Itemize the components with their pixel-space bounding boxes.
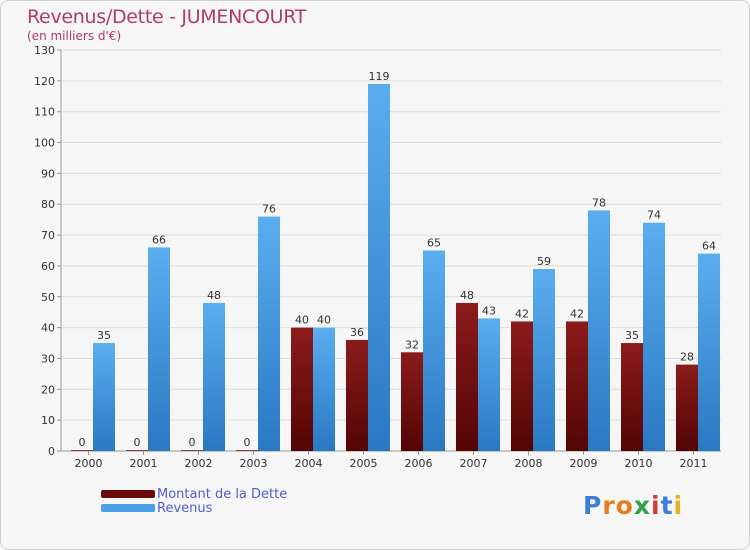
bar-revenus (588, 210, 610, 451)
bar-dette (621, 343, 643, 451)
bar-revenus (258, 216, 280, 451)
x-tick-label: 2002 (185, 457, 213, 470)
data-label-revenus: 74 (647, 209, 661, 222)
legend-item-dette: Montant de la Dette (101, 486, 288, 502)
bar-dette (291, 327, 313, 451)
legend-label-dette: Montant de la Dette (157, 486, 288, 502)
bar-revenus (93, 343, 115, 451)
bar-revenus (148, 247, 170, 451)
bar-revenus (423, 250, 445, 451)
data-label-dette: 42 (570, 307, 584, 320)
y-tick-label: 30 (41, 352, 55, 365)
data-label-revenus: 119 (369, 70, 390, 83)
x-tick-label: 2011 (680, 457, 708, 470)
bar-dette (401, 352, 423, 451)
logo-letter: i (673, 491, 684, 520)
chart-subtitle: (en milliers d'€) (27, 29, 122, 43)
data-label-revenus: 78 (592, 196, 606, 209)
bar-dette (566, 321, 588, 451)
bar-revenus (203, 302, 225, 451)
data-label-dette: 36 (350, 326, 364, 339)
data-label-revenus: 66 (152, 233, 166, 246)
logo-letter: x (633, 491, 651, 520)
bar-dette (236, 450, 258, 451)
x-tick-label: 2006 (405, 457, 433, 470)
data-label-revenus: 40 (317, 314, 331, 327)
x-tick-label: 2004 (295, 457, 323, 470)
logo-letter: i (651, 491, 661, 520)
data-label-dette: 0 (244, 436, 251, 449)
data-label-dette: 40 (295, 314, 309, 327)
bar-dette (181, 450, 203, 451)
y-tick-label: 10 (41, 414, 55, 427)
bar-dette (456, 302, 478, 451)
legend-label-revenus: Revenus (157, 500, 213, 516)
y-tick-label: 70 (41, 229, 55, 242)
data-label-dette: 35 (625, 329, 639, 342)
x-tick-label: 2001 (130, 457, 158, 470)
x-tick-label: 2000 (75, 457, 103, 470)
data-label-revenus: 59 (537, 255, 551, 268)
logo-letter: o (615, 491, 634, 520)
x-tick-label: 2005 (350, 457, 378, 470)
proxiti-logo: Proxiti (583, 491, 683, 520)
y-tick-label: 40 (41, 322, 55, 335)
legend-swatch-dette (101, 490, 155, 498)
bar-dette (511, 321, 533, 451)
data-label-dette: 48 (460, 289, 474, 302)
bar-revenus (478, 318, 500, 451)
x-tick-label: 2009 (570, 457, 598, 470)
data-label-revenus: 43 (482, 304, 496, 317)
bar-revenus (698, 253, 720, 451)
data-label-dette: 0 (189, 436, 196, 449)
legend-swatch-revenus (101, 504, 155, 512)
y-tick-label: 100 (34, 137, 55, 150)
x-tick-label: 2007 (460, 457, 488, 470)
data-label-revenus: 35 (97, 329, 111, 342)
bar-dette (71, 450, 93, 451)
bar-revenus (533, 269, 555, 451)
logo-letter: P (583, 491, 603, 520)
data-label-dette: 32 (405, 338, 419, 351)
bar-dette (676, 364, 698, 451)
x-tick-label: 2010 (625, 457, 653, 470)
logo-letter: r (602, 491, 616, 520)
data-label-revenus: 76 (262, 203, 276, 216)
y-tick-label: 90 (41, 167, 55, 180)
y-tick-label: 110 (34, 106, 55, 119)
bar-dette (126, 450, 148, 451)
chart-legend: Montant de la Dette Revenus (101, 486, 288, 516)
legend-item-revenus: Revenus (101, 500, 287, 516)
data-label-dette: 0 (79, 436, 86, 449)
y-tick-label: 120 (34, 75, 55, 88)
logo-letter: t (660, 491, 674, 520)
bar-revenus (368, 83, 390, 451)
data-label-revenus: 64 (702, 240, 716, 253)
y-tick-label: 20 (41, 383, 55, 396)
data-label-dette: 28 (680, 351, 694, 364)
chart-title: Revenus/Dette - JUMENCOURT (27, 6, 307, 28)
y-tick-label: 50 (41, 291, 55, 304)
bar-revenus (313, 327, 335, 451)
data-label-revenus: 65 (427, 237, 441, 250)
y-tick-label: 80 (41, 198, 55, 211)
bar-revenus (643, 222, 665, 451)
x-tick-label: 2003 (240, 457, 268, 470)
y-tick-label: 60 (41, 260, 55, 273)
y-tick-label: 130 (34, 44, 55, 57)
bar-dette (346, 339, 368, 451)
data-label-dette: 0 (134, 436, 141, 449)
data-label-revenus: 48 (207, 289, 221, 302)
y-tick-label: 0 (48, 445, 55, 458)
data-label-dette: 42 (515, 307, 529, 320)
x-tick-label: 2008 (515, 457, 543, 470)
